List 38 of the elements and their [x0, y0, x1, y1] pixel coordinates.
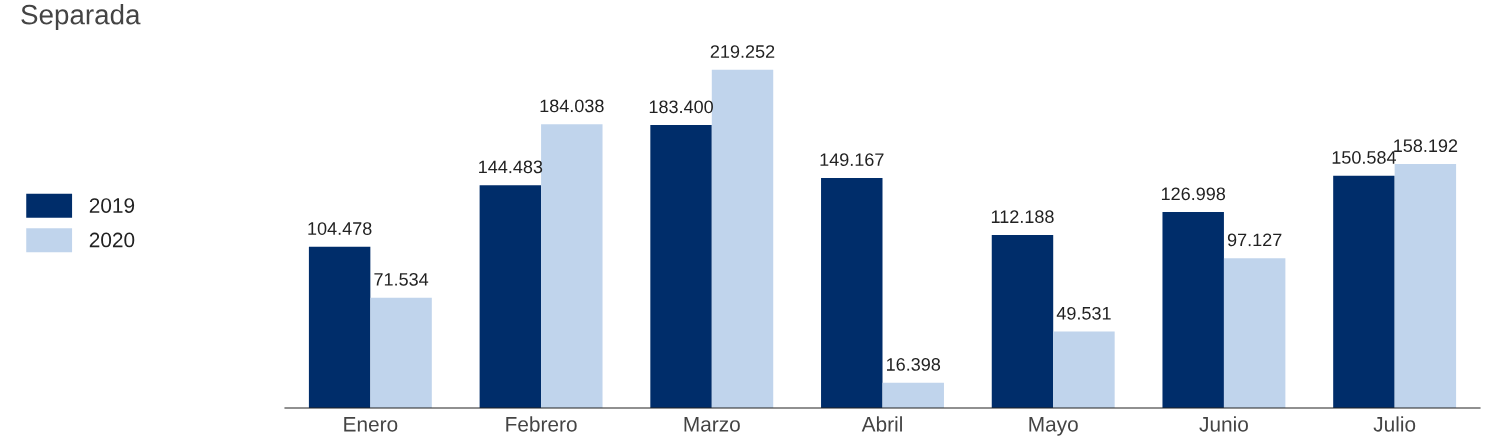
- data-label: 49.531: [1056, 306, 1111, 320]
- data-label: 149.167: [820, 153, 884, 167]
- data-label: 150.584: [1332, 151, 1397, 164]
- data-label: 71.534: [374, 272, 429, 286]
- data-label: 183.400: [649, 100, 713, 114]
- x-tick-label: Enero: [344, 417, 398, 432]
- legend-label: 2019: [89, 198, 135, 213]
- bar: [711, 69, 774, 408]
- bar: [1223, 258, 1286, 408]
- bar: [991, 234, 1054, 408]
- data-label: 219.252: [710, 45, 775, 58]
- legend-label: 2020: [89, 232, 135, 248]
- bar: [650, 125, 712, 408]
- data-label: 16.398: [887, 358, 941, 371]
- bar: [821, 177, 883, 408]
- data-label: 126.998: [1161, 187, 1226, 201]
- x-tick-label: Julio: [1373, 416, 1416, 432]
- bar: [1162, 212, 1224, 408]
- data-label: 184.038: [540, 99, 604, 113]
- bar: [1333, 175, 1395, 408]
- bar: [370, 297, 432, 408]
- x-tick-label: Febrero: [506, 416, 577, 432]
- bar: [541, 124, 603, 408]
- x-tick-label: Abril: [861, 416, 902, 432]
- bar: [1394, 164, 1457, 408]
- x-tick-label: Marzo: [684, 417, 740, 432]
- data-label: 144.483: [479, 160, 543, 174]
- chart-title: Separada: [21, 4, 141, 30]
- bar: [1053, 331, 1115, 408]
- x-tick-label: Junio: [1199, 416, 1248, 432]
- data-label: 104.478: [308, 222, 372, 235]
- data-label: 112.188: [991, 210, 1054, 224]
- bar: [479, 185, 542, 408]
- bar: [308, 246, 371, 408]
- bar: [882, 382, 944, 408]
- data-label: 97.127: [1227, 233, 1282, 247]
- data-label: 158.192: [1394, 139, 1458, 153]
- x-tick-label: Mayo: [1029, 417, 1078, 436]
